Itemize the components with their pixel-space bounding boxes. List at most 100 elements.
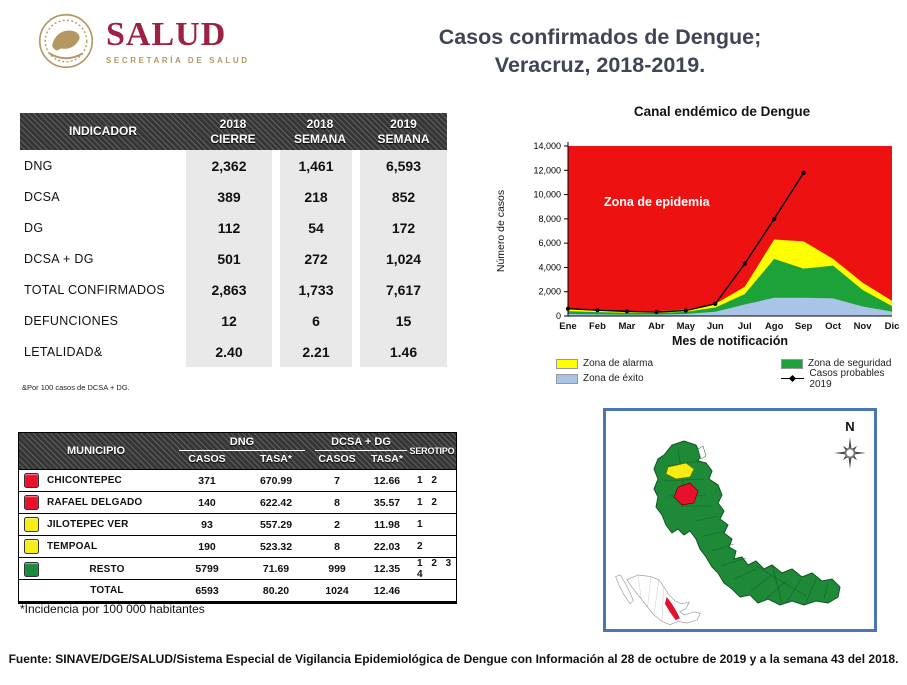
- dng-casos: 190: [198, 540, 216, 553]
- svg-text:Jul: Jul: [738, 321, 752, 332]
- dng-tasa: 622.42: [259, 496, 293, 509]
- dng-casos: 6593: [195, 584, 219, 597]
- col-header-2018-semana: 2018 SEMANA: [293, 117, 346, 146]
- svg-text:8,000: 8,000: [538, 214, 561, 224]
- lagoon-notch: [697, 445, 707, 460]
- svg-text:Jun: Jun: [707, 321, 724, 332]
- col-header-municipio: MUNICIPIO: [66, 445, 126, 457]
- col-header-serotipo: SEROTIPO: [409, 446, 455, 456]
- dcsa-tasa: 12.35: [373, 563, 401, 575]
- dcsa-casos: 1024: [325, 584, 349, 597]
- municipio-footnote: *Incidencia por 100 000 habitantes: [20, 602, 205, 616]
- municipio-name: RESTO: [89, 563, 125, 575]
- municipio-name: TEMPOAL: [47, 541, 98, 552]
- legend-item: Casos probables 2019: [781, 368, 907, 390]
- col-header-2019-semana: 2019 SEMANA: [377, 117, 430, 146]
- dcsa-casos: 999: [328, 563, 346, 575]
- dcsa-casos: 2: [334, 518, 340, 531]
- municipio-name: TOTAL: [90, 585, 124, 596]
- chart-title: Canal endémico de Dengue: [633, 104, 811, 119]
- indicator-value: 7,617: [360, 274, 447, 305]
- col-header-dng-tasa: TASA*: [260, 453, 292, 465]
- endemic-channel-plot: 0 2,000 4,000 6,000 8,000 10,000 12,000 14,000 E…: [495, 141, 899, 348]
- table-row: DNG 2,362 1,461 6,593: [20, 150, 447, 181]
- exito-swatch-icon: [556, 373, 578, 384]
- svg-text:0: 0: [556, 311, 561, 321]
- indicator-value: 2,863: [186, 274, 280, 305]
- table-row: DEFUNCIONES 12 6 15: [20, 305, 447, 336]
- svg-text:May: May: [677, 321, 696, 332]
- dcsa-tasa: 22.03: [373, 540, 401, 553]
- risk-color-swatch: [24, 517, 39, 532]
- veracruz-inset-highlight: [664, 596, 680, 621]
- veracruz-map-frame: N: [603, 408, 877, 632]
- chart-legend: Zona de alarma Zona de seguridad Zona de…: [556, 357, 907, 390]
- indicator-value: 1,733: [280, 274, 360, 305]
- col-header-dng: DNG: [229, 435, 255, 448]
- compass-rose: N: [834, 419, 866, 469]
- north-label: N: [845, 419, 854, 434]
- municipio-name: JILOTEPEC VER: [47, 519, 129, 530]
- svg-text:6,000: 6,000: [538, 238, 561, 248]
- dng-casos: 140: [198, 496, 216, 509]
- svg-text:Feb: Feb: [589, 321, 606, 332]
- seguridad-swatch-icon: [781, 358, 803, 369]
- page-title-line1: Casos confirmados de Dengue;: [438, 25, 762, 49]
- mexico-inset-map: [615, 574, 701, 625]
- dng-tasa: 523.32: [259, 540, 293, 553]
- svg-text:12,000: 12,000: [533, 165, 561, 175]
- indicator-value: 272: [280, 243, 360, 274]
- indicator-label: DEFUNCIONES: [24, 313, 119, 328]
- indicator-value: 2,362: [186, 150, 280, 181]
- table-row: DG 112 54 172: [20, 212, 447, 243]
- table-row: CHICONTEPEC 371 670.99 7 12.66 1 2: [19, 469, 456, 491]
- indicator-value: 389: [186, 181, 280, 212]
- indicator-label: DNG: [24, 158, 53, 173]
- indicator-value: 172: [360, 212, 447, 243]
- dcsa-tasa: 12.46: [373, 584, 401, 597]
- indicator-value: 1.46: [360, 336, 447, 367]
- col-header-dcsa-tasa: TASA*: [371, 453, 403, 465]
- municipio-name: RAFAEL DELGADO: [47, 497, 143, 508]
- table-row: DCSA 389 218 852: [20, 181, 447, 212]
- brand-tagline: SECRETARÍA DE SALUD: [106, 55, 250, 65]
- red-municipality: [673, 482, 699, 506]
- laurel-icon: [48, 52, 84, 60]
- table-row-total: TOTAL 6593 80.20 1024 12.46: [19, 579, 456, 601]
- municipio-name: CHICONTEPEC: [47, 475, 122, 486]
- dng-casos: 93: [201, 518, 213, 531]
- dcsa-tasa: 11.98: [374, 518, 400, 531]
- indicator-label: TOTAL CONFIRMADOS: [24, 282, 165, 297]
- svg-text:Abr: Abr: [648, 321, 665, 332]
- risk-color-swatch: [24, 473, 39, 488]
- legend-label: Zona de éxito: [583, 373, 644, 384]
- indicator-value: 501: [186, 243, 280, 274]
- eagle-icon: [52, 30, 80, 51]
- indicator-label: DG: [24, 220, 44, 235]
- alarma-swatch-icon: [556, 358, 578, 369]
- seal-text-ring: [44, 19, 88, 63]
- table-row: TOTAL CONFIRMADOS 2,863 1,733 7,617: [20, 274, 447, 305]
- legend-item: Zona de éxito: [556, 372, 781, 385]
- dcsa-tasa: 12.66: [373, 474, 401, 487]
- header-divider: [315, 449, 407, 451]
- serotipo-value: 1 2 3 4: [417, 558, 452, 580]
- svg-text:Mar: Mar: [618, 321, 635, 332]
- table-row: JILOTEPEC VER 93 557.29 2 11.98 1: [19, 513, 456, 535]
- dng-tasa: 71.69: [262, 563, 290, 575]
- indicator-value: 54: [280, 212, 360, 243]
- legend-label: Zona de seguridad: [808, 358, 892, 369]
- indicator-label: LETALIDAD&: [24, 344, 103, 359]
- indicator-value: 6: [280, 305, 360, 336]
- serotipo-value: 1 2: [417, 497, 437, 508]
- svg-text:Número de casos: Número de casos: [495, 190, 507, 272]
- table-row: RAFAEL DELGADO 140 622.42 8 35.57 1 2: [19, 491, 456, 513]
- dcsa-tasa: 35.57: [373, 496, 401, 509]
- indicator-table-header: INDICADOR 2018 CIERRE 2018 SEMANA 2019 S…: [20, 113, 447, 150]
- source-footer: Fuente: SINAVE/DGE/SALUD/Sistema Especia…: [8, 652, 899, 666]
- indicator-label: DCSA: [24, 189, 60, 204]
- header-divider: [179, 449, 305, 451]
- svg-text:Ene: Ene: [559, 321, 576, 332]
- dng-casos: 5799: [195, 563, 219, 575]
- indicator-table: INDICADOR 2018 CIERRE 2018 SEMANA 2019 S…: [20, 113, 447, 367]
